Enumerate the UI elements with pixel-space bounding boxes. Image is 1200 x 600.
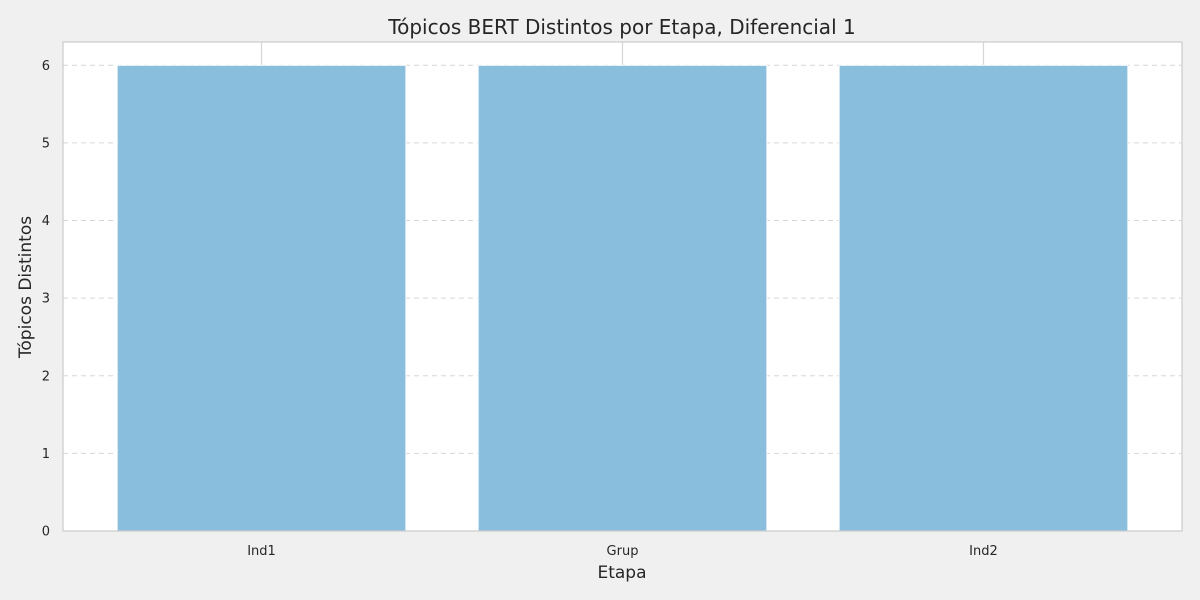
x-tick-label: Ind2: [969, 544, 998, 559]
y-tick-label: 5: [42, 136, 50, 151]
y-tick-label: 2: [42, 369, 50, 384]
y-axis-label: Tópicos Distintos: [16, 216, 36, 359]
bars: [116, 64, 1129, 532]
chart-title: Tópicos BERT Distintos por Etapa, Difere…: [387, 15, 855, 39]
plot-frame: [62, 41, 1183, 532]
y-tick-label: 0: [42, 525, 50, 540]
y-tick-labels: 0 1 2 3 4 5 6: [42, 59, 50, 540]
x-tick-label: Ind1: [247, 544, 276, 559]
bar-ind1: [116, 64, 407, 532]
x-axis-label: Etapa: [597, 563, 646, 583]
y-tick-label: 1: [42, 447, 50, 462]
y-tick-label: 6: [42, 59, 50, 74]
y-tick-label: 3: [42, 292, 50, 307]
x-tick-label: Grup: [607, 544, 639, 559]
bar-grup: [477, 64, 768, 532]
bar-ind2: [838, 64, 1129, 532]
x-tick-labels: Ind1 Grup Ind2: [247, 544, 998, 559]
y-tick-label: 4: [42, 214, 50, 229]
